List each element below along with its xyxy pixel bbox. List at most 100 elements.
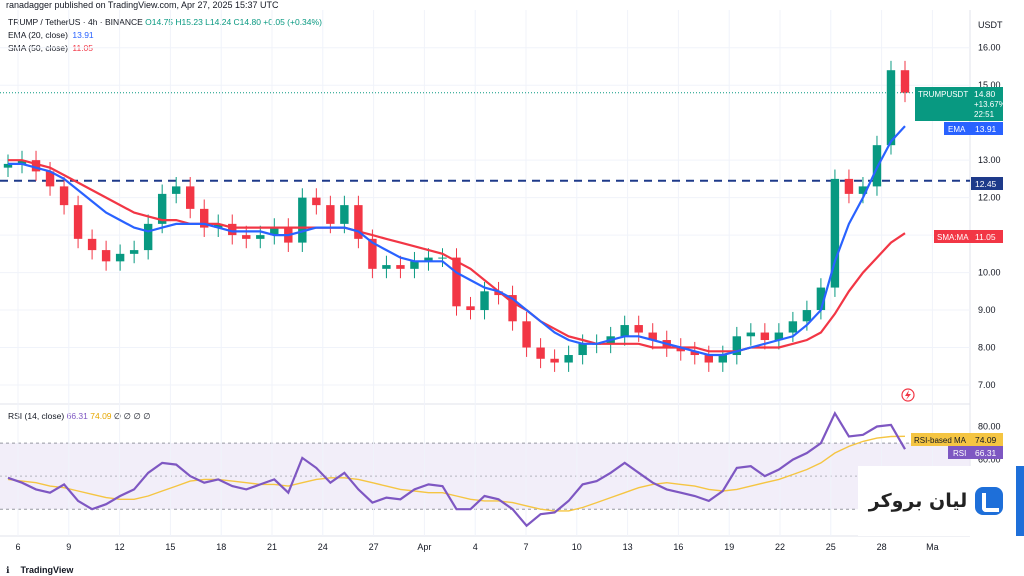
candle-body: [242, 235, 251, 239]
ema-legend-label: EMA (20, close): [8, 30, 68, 40]
candle-body: [87, 238, 97, 251]
tradingview-icon: ℹ: [6, 565, 10, 575]
candle-body: [326, 205, 335, 224]
axes: 16.0015.0013.0012.0011.0010.009.008.007.…: [15, 43, 1000, 552]
candle-body: [171, 186, 181, 194]
rsi-ma-tag-label: RSI-based MA: [914, 436, 967, 445]
rsi-tag-label-box: [948, 446, 971, 459]
ema-line: [8, 125, 906, 357]
ema-tag-value: 13.91: [975, 124, 997, 134]
candle-body: [704, 355, 713, 363]
time-tick-label: 27: [369, 542, 379, 552]
candle-body: [760, 332, 770, 341]
candle-body: [886, 70, 896, 146]
candle-body: [802, 310, 812, 322]
candle-body: [536, 347, 545, 359]
rsi-legend-value: 66.31: [66, 411, 88, 421]
candle-body: [480, 291, 489, 311]
watermark-edge: [1016, 466, 1024, 536]
candle-body: [466, 306, 475, 311]
time-tick-label: 4: [473, 542, 478, 552]
rsi-tag-value: 66.31: [975, 448, 997, 458]
last-price-tag: [915, 87, 971, 121]
sma-line: [8, 159, 906, 353]
candle-body: [774, 332, 784, 341]
sma-tag-label: SMA:MA: [937, 233, 969, 242]
candle-body: [115, 253, 125, 262]
time-tick-label: 28: [877, 542, 887, 552]
ema-legend: EMA (20, close) 13.91: [8, 30, 94, 40]
candle-body: [228, 223, 237, 236]
price-tick-label: 7.00: [978, 380, 996, 390]
candle-body: [718, 355, 728, 363]
time-tick-label: Apr: [417, 542, 431, 552]
candle-body: [129, 250, 139, 254]
rsi-legend-label: RSI (14, close): [8, 411, 65, 421]
broker-logo-icon: [975, 487, 1004, 515]
rsi-ma-legend-value: 74.09: [90, 411, 112, 421]
candle-body: [830, 178, 840, 288]
candle-body: [45, 171, 55, 187]
candle-body: [746, 332, 756, 337]
ema-tag-box: [971, 122, 1003, 135]
candle-body: [185, 186, 195, 209]
time-tick-label: 12: [115, 542, 125, 552]
candle-body: [732, 336, 742, 356]
candle-body: [31, 160, 41, 172]
candle-body: [157, 193, 167, 224]
rsi-tag-box: [971, 446, 1003, 459]
candle-body: [298, 197, 307, 243]
level-tag-box: [971, 177, 1003, 190]
time-tick-label: 7: [523, 542, 528, 552]
lightning-icon[interactable]: [901, 388, 915, 402]
time-tick-label: 19: [724, 542, 734, 552]
candle-body: [620, 325, 629, 337]
candle-body: [200, 208, 209, 228]
candle-body: [17, 160, 27, 164]
price-tick-label: 8.00: [978, 343, 996, 353]
last-price-timer: 22:51: [974, 110, 995, 119]
price-tick-label: 12.00: [978, 193, 1001, 203]
candle-body: [143, 223, 153, 251]
rsi-tick-label: 80.00: [978, 422, 1001, 432]
rsi-line: [7, 410, 906, 528]
rsi-legend: RSI (14, close) 66.31 74.09 ∅ ∅ ∅ ∅: [8, 411, 151, 422]
price-tick-label: 16.00: [978, 43, 1001, 53]
price-tick-label: 15.00: [978, 80, 1001, 90]
tradingview-brand: TradingView: [20, 565, 74, 575]
candle-body: [788, 321, 798, 333]
time-tick-label: 18: [216, 542, 226, 552]
candle-body: [676, 347, 685, 352]
last-price-value: 14.80: [974, 89, 996, 99]
ema-tag-label-box: [944, 122, 971, 135]
last-price-change: +13.67%: [974, 100, 1006, 109]
tradingview-logo[interactable]: ℹ TradingView: [6, 565, 73, 576]
candle-body: [270, 227, 279, 236]
ohlc-values: O14.75 H15.23 L14.24 C14.80 +0.05 (+0.34…: [145, 17, 322, 27]
candle-body: [73, 205, 83, 239]
candle-body: [578, 343, 587, 356]
candle-body: [256, 235, 265, 239]
candle-body: [634, 325, 643, 333]
rsi-ma-tag-label-box: [911, 433, 971, 446]
candle-body: [214, 223, 223, 228]
candle-body: [354, 205, 363, 239]
sma-tag-value: 11.05: [975, 232, 996, 242]
candle-body: [522, 321, 531, 348]
time-tick-label: 22: [775, 542, 785, 552]
rsi-tag-label: RSI: [953, 449, 966, 458]
time-tick-label: 10: [572, 542, 582, 552]
symbol-name: TRUMP / TetherUS · 4h · BINANCE: [8, 17, 143, 27]
candle-body: [452, 257, 461, 307]
publish-info: ranadagger published on TradingView.com,…: [6, 0, 279, 10]
candle-body: [340, 205, 349, 224]
candle-body: [550, 358, 559, 363]
candle-body: [396, 265, 405, 269]
price-tick-label: 10.00: [978, 268, 1001, 278]
candle-body: [648, 332, 657, 341]
candle-body: [312, 197, 321, 206]
lightning-bolt-icon: [905, 390, 911, 400]
candle-body: [564, 355, 573, 363]
symbol-legend: TRUMP / TetherUS · 4h · BINANCE O14.75 H…: [8, 17, 322, 27]
